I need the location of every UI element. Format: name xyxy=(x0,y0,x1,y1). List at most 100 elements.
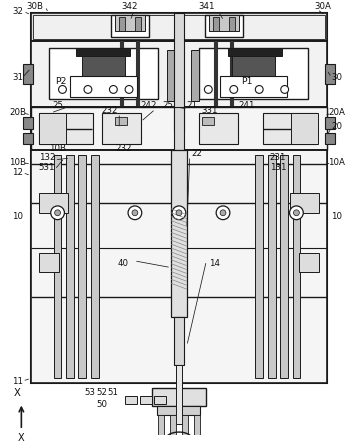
Bar xyxy=(170,416,176,437)
Text: 25: 25 xyxy=(52,101,63,109)
Bar xyxy=(205,15,242,37)
Bar xyxy=(228,48,282,56)
Text: 10A: 10A xyxy=(328,158,345,167)
Text: 132: 132 xyxy=(39,153,55,163)
Bar xyxy=(82,56,125,76)
Text: 232: 232 xyxy=(115,144,131,153)
Bar xyxy=(33,15,325,39)
Text: 21: 21 xyxy=(186,101,197,109)
Bar xyxy=(70,76,137,97)
Circle shape xyxy=(281,85,289,93)
Bar xyxy=(158,406,200,416)
Circle shape xyxy=(220,210,226,216)
Bar xyxy=(292,155,300,378)
Bar xyxy=(213,17,219,31)
Bar xyxy=(181,40,327,107)
Bar xyxy=(76,48,130,56)
Circle shape xyxy=(109,85,117,93)
Text: 231: 231 xyxy=(270,153,286,163)
Text: 20A: 20A xyxy=(328,109,345,117)
Bar xyxy=(174,13,184,131)
Circle shape xyxy=(255,85,263,93)
Circle shape xyxy=(84,85,92,93)
Bar xyxy=(31,40,177,107)
Text: 53: 53 xyxy=(84,389,95,397)
Bar xyxy=(78,155,86,378)
Bar xyxy=(191,51,199,101)
Bar xyxy=(220,76,287,97)
Text: 22: 22 xyxy=(191,148,202,158)
Circle shape xyxy=(51,206,64,220)
Text: 131: 131 xyxy=(270,163,286,172)
Bar xyxy=(152,388,206,406)
Bar xyxy=(54,155,62,378)
Text: 242: 242 xyxy=(141,101,157,109)
Circle shape xyxy=(216,206,230,220)
Bar xyxy=(299,253,319,272)
Bar xyxy=(119,17,125,31)
Text: 14: 14 xyxy=(209,259,220,268)
Bar xyxy=(325,117,335,128)
Bar xyxy=(194,416,200,437)
Text: 32: 32 xyxy=(12,7,23,16)
Circle shape xyxy=(290,206,303,220)
Bar xyxy=(158,416,164,437)
Bar xyxy=(171,150,187,317)
Bar xyxy=(325,64,335,84)
Bar xyxy=(174,317,184,365)
Text: 30B: 30B xyxy=(27,2,44,11)
Bar xyxy=(39,113,67,144)
Text: 341: 341 xyxy=(198,2,215,11)
Bar xyxy=(255,155,263,378)
Text: 342: 342 xyxy=(122,2,138,11)
Text: 232: 232 xyxy=(101,106,118,116)
Circle shape xyxy=(293,210,299,216)
Bar xyxy=(135,17,141,31)
Bar xyxy=(325,132,335,144)
Bar xyxy=(291,113,318,144)
Text: P2: P2 xyxy=(55,77,66,86)
Bar xyxy=(23,132,33,144)
Bar xyxy=(209,15,239,31)
Bar xyxy=(268,155,276,378)
Text: 12: 12 xyxy=(12,168,23,177)
Text: 20: 20 xyxy=(331,122,342,131)
Bar xyxy=(232,56,275,76)
Bar xyxy=(290,193,319,213)
Text: 50: 50 xyxy=(96,400,107,409)
Text: 30: 30 xyxy=(331,73,342,82)
Text: 30A: 30A xyxy=(314,2,331,11)
Circle shape xyxy=(172,206,186,220)
Text: 531: 531 xyxy=(39,163,55,172)
Text: P1: P1 xyxy=(241,77,252,86)
Bar xyxy=(39,193,68,213)
Bar xyxy=(154,396,166,404)
Text: 52: 52 xyxy=(96,389,107,397)
Bar xyxy=(229,17,235,31)
Text: X: X xyxy=(18,433,25,443)
Bar xyxy=(280,155,287,378)
Bar xyxy=(23,64,33,84)
Bar xyxy=(31,150,327,383)
Bar xyxy=(199,113,238,144)
Text: 331: 331 xyxy=(201,106,218,116)
Circle shape xyxy=(55,210,61,216)
Text: 241: 241 xyxy=(238,101,255,109)
Bar xyxy=(202,117,214,124)
Text: X: X xyxy=(14,388,21,398)
Text: 11: 11 xyxy=(12,377,23,386)
Bar xyxy=(91,155,99,378)
Bar xyxy=(263,113,317,144)
Bar xyxy=(112,15,149,37)
Bar xyxy=(176,365,182,424)
Bar xyxy=(102,113,141,144)
Text: 20B: 20B xyxy=(9,109,26,117)
Text: 10B: 10B xyxy=(9,158,26,167)
Text: 31: 31 xyxy=(12,73,23,82)
Bar xyxy=(23,117,33,128)
Bar xyxy=(140,396,152,404)
Bar xyxy=(115,15,145,31)
Circle shape xyxy=(58,85,67,93)
Text: 40: 40 xyxy=(118,259,129,268)
Bar xyxy=(199,48,308,99)
